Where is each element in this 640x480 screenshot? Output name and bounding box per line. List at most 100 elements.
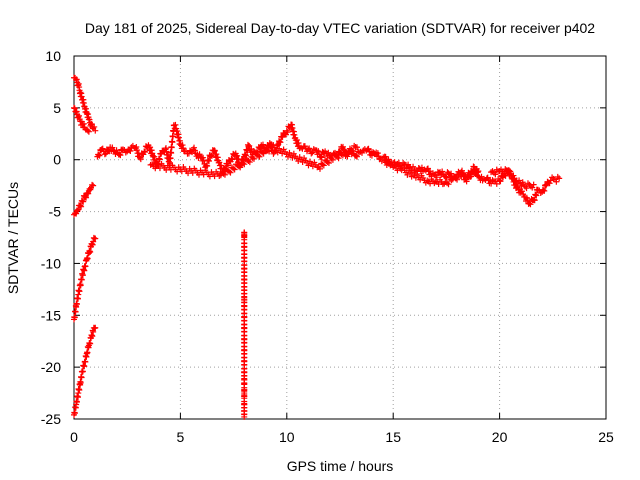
data-point [529, 184, 536, 191]
data-point [82, 358, 89, 365]
y-tick-label: -5 [49, 204, 62, 220]
data-point [241, 413, 248, 420]
data-point [92, 127, 99, 134]
data-point [468, 173, 475, 180]
data-point [77, 282, 84, 289]
data-point [439, 168, 446, 175]
data-point [84, 255, 91, 262]
data-point [510, 172, 517, 179]
data-point [335, 155, 342, 162]
data-point [116, 151, 123, 158]
data-point [84, 127, 91, 134]
data-point [556, 175, 563, 182]
data-point [76, 288, 83, 295]
data-point [127, 148, 134, 155]
data-point [266, 148, 273, 155]
data-point [506, 167, 513, 174]
grid-lines [74, 56, 606, 419]
data-point [133, 143, 140, 150]
data-point [77, 202, 84, 209]
data-point [90, 328, 97, 335]
data-point [496, 177, 503, 184]
y-axis-label: SDTVAR / TECUs [5, 182, 21, 294]
data-point [80, 198, 87, 205]
data-point [80, 120, 87, 127]
data-point [71, 410, 78, 417]
data-point [255, 152, 262, 159]
data-point [410, 163, 417, 170]
data-point [204, 162, 211, 169]
x-axis-label: GPS time / hours [287, 458, 394, 474]
data-point [414, 170, 421, 177]
data-point [99, 145, 106, 152]
data-point [191, 144, 198, 151]
data-point [519, 179, 526, 186]
data-point [270, 150, 277, 157]
data-point [448, 170, 455, 177]
data-point [526, 200, 533, 207]
data-point [315, 148, 322, 155]
data-point [475, 168, 482, 175]
data-point [156, 156, 163, 163]
data-point [90, 234, 97, 241]
data-point [221, 171, 228, 178]
data-point [351, 142, 358, 149]
data-point [442, 173, 449, 180]
data-point [226, 168, 233, 175]
data-point [90, 182, 97, 189]
data-point [78, 203, 85, 210]
data-point [85, 190, 92, 197]
data-point [172, 121, 179, 128]
data-point [87, 249, 94, 256]
data-point [168, 150, 175, 157]
data-point [444, 180, 451, 187]
data-point [264, 147, 271, 154]
data-point [76, 387, 83, 394]
data-point [507, 170, 514, 177]
data-point [533, 192, 540, 199]
data-point [133, 147, 140, 154]
data-point [228, 155, 235, 162]
data-point [85, 128, 92, 135]
data-point [329, 156, 336, 163]
x-tick-label: 20 [492, 429, 508, 445]
data-point [308, 150, 315, 157]
data-point [256, 153, 263, 160]
data-point [227, 169, 234, 176]
data-point [463, 174, 470, 181]
y-tick-label: -15 [41, 307, 61, 323]
data-point [472, 170, 479, 177]
y-tick-label: 5 [53, 100, 61, 116]
data-point [239, 160, 246, 167]
data-point [284, 129, 291, 136]
data-point [205, 158, 212, 165]
data-point [92, 324, 99, 331]
x-tick-label: 25 [598, 429, 614, 445]
data-point [96, 152, 103, 159]
data-point [530, 181, 537, 188]
data-point [516, 177, 523, 184]
data-point [77, 379, 84, 386]
y-tick-label: -10 [41, 255, 61, 271]
data-point [168, 144, 175, 151]
data-point [497, 178, 504, 185]
x-tick-label: 10 [279, 429, 295, 445]
data-point [231, 166, 238, 173]
data-point [78, 276, 85, 283]
data-point [169, 139, 176, 146]
plot-frame [73, 55, 607, 420]
data-point [117, 152, 124, 159]
data-point [216, 159, 223, 166]
x-tick-label: 0 [70, 429, 78, 445]
data-point [246, 159, 253, 166]
data-point [78, 374, 85, 381]
data-point [101, 151, 108, 158]
data-point [531, 197, 538, 204]
data-point [388, 158, 395, 165]
data-point [87, 340, 94, 347]
data-point [180, 145, 187, 152]
data-point [208, 152, 215, 159]
data-point [408, 173, 415, 180]
data-point [527, 201, 534, 208]
